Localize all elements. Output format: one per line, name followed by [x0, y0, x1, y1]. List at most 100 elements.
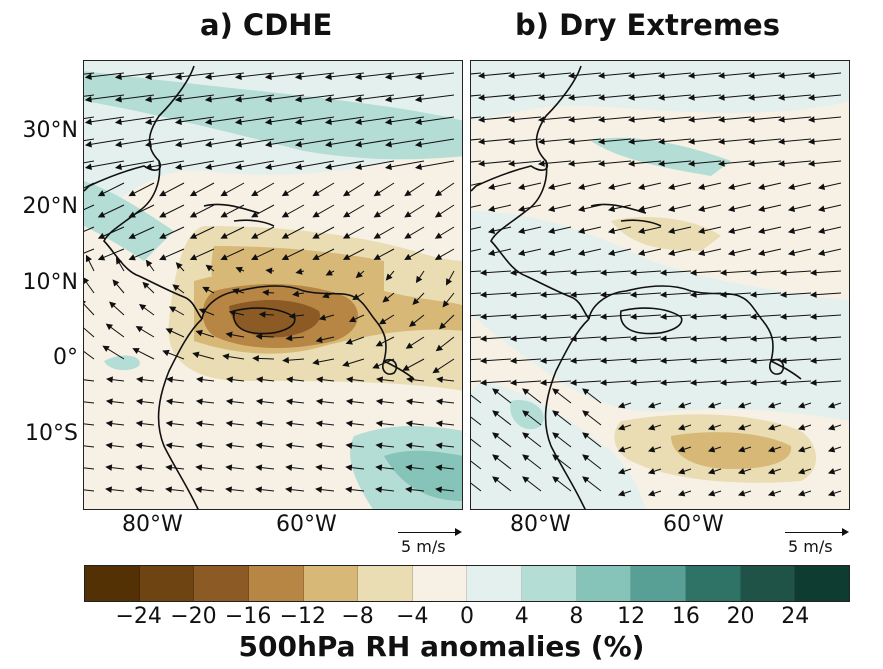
wind-vector-head	[145, 259, 153, 267]
wind-vector-head	[749, 335, 757, 342]
wind-vector-head	[597, 116, 605, 123]
wind-vector-head	[285, 334, 293, 342]
wind-vector-head	[479, 335, 487, 342]
wind-vector-head	[582, 454, 590, 461]
wind-vector-head	[105, 420, 113, 427]
wind-vector	[84, 379, 95, 382]
wind-vector-head	[569, 291, 577, 298]
wind-scale-arrow-b: 5 m/s	[785, 528, 849, 556]
wind-vector-head	[264, 163, 272, 171]
wind-vector-head	[517, 205, 526, 213]
scale-arrow-shaft	[785, 532, 847, 533]
colorbar-tick-label: 8	[569, 604, 584, 629]
wind-vector-head	[234, 73, 242, 80]
colorbar-segment	[358, 566, 413, 601]
wind-vector-head	[777, 138, 785, 145]
wind-vector-head	[737, 424, 746, 431]
wind-vector	[385, 72, 425, 78]
map-canvas-cdhe	[84, 61, 462, 509]
wind-vector-head	[757, 205, 766, 213]
wind-vector-head	[647, 424, 656, 431]
wind-vector-head	[405, 442, 413, 449]
wind-vector-head	[251, 211, 259, 218]
wind-vector-head	[258, 311, 266, 318]
wind-vector-head	[318, 314, 327, 321]
wind-vector-head	[779, 335, 787, 342]
wind-vector-head	[434, 211, 443, 218]
wind-vector-head	[697, 205, 706, 213]
wind-vector-head	[477, 138, 485, 145]
wind-vector	[471, 160, 482, 163]
wind-vector	[471, 358, 482, 361]
colorbar-tick-label: −16	[224, 604, 272, 629]
wind-vector-head	[779, 357, 787, 364]
colorbar-tick-label: −8	[341, 604, 374, 629]
wind-vector	[84, 226, 95, 232]
wind-vector-head	[195, 464, 203, 471]
wind-vector-head	[492, 476, 500, 483]
wind-vector-head	[569, 313, 577, 320]
wind-vector-head	[414, 95, 422, 103]
wind-vector-head	[375, 340, 384, 347]
wind-vector-head	[285, 398, 293, 405]
wind-vector-head	[292, 290, 300, 298]
scale-arrow-head	[455, 528, 462, 536]
colorbar-segment	[795, 566, 849, 601]
wind-vector-head	[255, 442, 263, 449]
wind-vector	[115, 72, 155, 78]
lon-label-60w-b: 60°W	[663, 512, 724, 537]
wind-vector-head	[629, 313, 637, 320]
wind-vector-head	[697, 183, 706, 191]
wind-vector-head	[312, 358, 320, 366]
wind-vector-head	[477, 116, 485, 123]
wind-vector-head	[84, 95, 92, 103]
wind-vector	[295, 160, 335, 169]
wind-vector-head	[539, 335, 547, 342]
wind-vector-head	[817, 183, 826, 191]
wind-vector-head	[84, 163, 92, 171]
wind-vector-head	[234, 95, 242, 103]
wind-vector-head	[375, 420, 383, 427]
wind-vector-head	[492, 454, 500, 461]
wind-vector-head	[689, 379, 697, 386]
wind-vector-head	[777, 94, 785, 101]
wind-vector-head	[405, 398, 413, 405]
colorbar-segment	[303, 566, 359, 601]
wind-vector-head	[128, 190, 136, 197]
wind-vector-head	[435, 486, 443, 493]
wind-vector-head	[659, 379, 667, 386]
wind-vector-head	[114, 140, 122, 148]
wind-vector-head	[315, 464, 323, 471]
wind-vector-head	[607, 249, 616, 257]
wind-vector-head	[817, 205, 826, 213]
wind-vector	[471, 72, 482, 75]
wind-vector-head	[727, 249, 736, 257]
wind-vector	[295, 116, 335, 124]
wind-vector-head	[659, 269, 667, 276]
wind-vector-head	[375, 442, 383, 449]
wind-vector	[115, 116, 155, 124]
lat-label-30n: 30°N	[22, 118, 78, 143]
wind-vector	[205, 94, 245, 101]
wind-vector-head	[582, 476, 590, 483]
wind-vector-head	[547, 183, 556, 191]
wind-vector-head	[345, 338, 353, 345]
colorbar-segment	[139, 566, 195, 601]
wind-vector-head	[522, 388, 530, 395]
wind-vector-head	[204, 140, 212, 148]
wind-vector-head	[324, 73, 332, 80]
wind-vector-head	[345, 398, 353, 405]
wind-vector-head	[507, 94, 515, 101]
wind-vector-head	[727, 183, 736, 191]
wind-vector-head	[787, 227, 796, 235]
colorbar-tick-label: 4	[514, 604, 529, 629]
wind-vector-head	[479, 379, 487, 386]
wind-vector-head	[567, 72, 575, 79]
panel-b-title: b) Dry Extremes	[515, 8, 780, 42]
wind-vector	[85, 160, 125, 169]
wind-vector-head	[225, 331, 233, 339]
wind-vector-head	[384, 140, 392, 148]
wind-vector-head	[629, 335, 637, 342]
panel-a-title: a) CDHE	[200, 8, 333, 42]
scale-arrow-head	[842, 528, 849, 536]
